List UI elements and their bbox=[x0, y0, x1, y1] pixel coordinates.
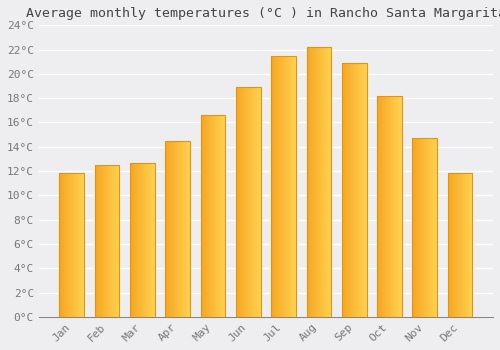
Bar bbox=[448, 174, 472, 317]
Title: Average monthly temperatures (°C ) in Rancho Santa Margarita: Average monthly temperatures (°C ) in Ra… bbox=[26, 7, 500, 20]
Bar bbox=[271, 56, 296, 317]
Bar bbox=[342, 63, 366, 317]
Bar bbox=[94, 165, 120, 317]
Bar bbox=[60, 174, 84, 317]
Bar bbox=[377, 96, 402, 317]
Bar bbox=[236, 87, 260, 317]
Bar bbox=[200, 115, 226, 317]
Bar bbox=[130, 162, 155, 317]
Bar bbox=[166, 141, 190, 317]
Bar bbox=[412, 138, 437, 317]
Bar bbox=[306, 47, 331, 317]
